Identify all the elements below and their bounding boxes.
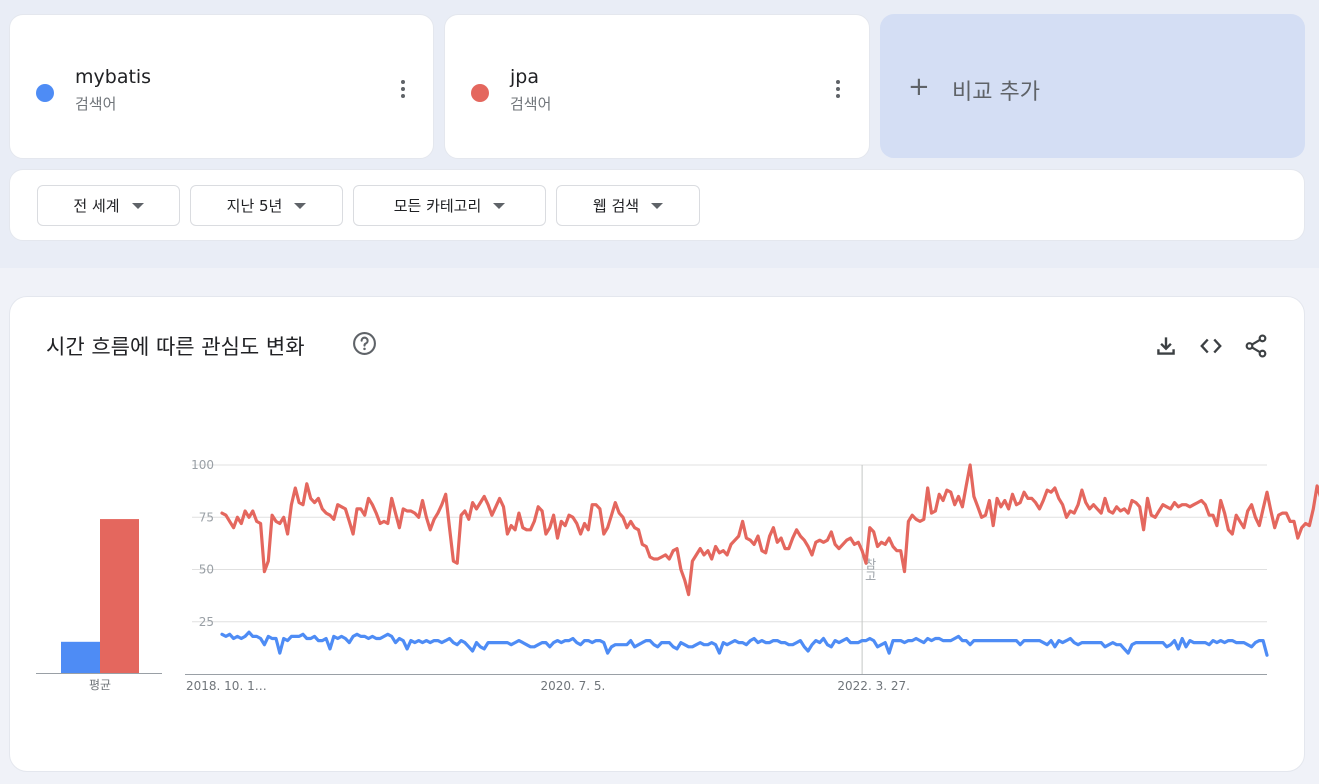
share-icon[interactable] bbox=[1243, 333, 1269, 359]
more-options-icon[interactable] bbox=[391, 77, 415, 101]
y-tick-label: 25 bbox=[199, 615, 214, 629]
y-tick-label: 75 bbox=[199, 510, 214, 524]
help-icon[interactable] bbox=[352, 331, 377, 356]
caret-down-icon bbox=[651, 202, 664, 209]
term-color-dot bbox=[36, 84, 54, 102]
add-comparison-button[interactable]: + 비교 추가 bbox=[880, 14, 1305, 158]
caret-down-icon bbox=[493, 202, 506, 209]
term-name[interactable]: jpa bbox=[510, 66, 539, 88]
download-icon[interactable] bbox=[1153, 333, 1179, 359]
average-bar-jpa bbox=[100, 519, 139, 673]
more-options-icon[interactable] bbox=[826, 77, 850, 101]
chart-title: 시간 흐름에 따른 관심도 변화 bbox=[46, 335, 305, 359]
average-bar-chart: 평균 bbox=[36, 519, 162, 692]
region-filter-dropdown[interactable]: 전 세계 bbox=[37, 185, 180, 226]
embed-code-icon[interactable] bbox=[1198, 333, 1224, 359]
term-name[interactable]: mybatis bbox=[75, 66, 152, 88]
category-filter-label: 모든 카테고리 bbox=[393, 197, 482, 215]
term-color-dot bbox=[471, 84, 489, 102]
y-tick-label: 100 bbox=[191, 458, 214, 472]
time-filter-dropdown[interactable]: 지난 5년 bbox=[190, 185, 343, 226]
search-term-card-jpa[interactable]: jpa 검색어 bbox=[444, 14, 870, 159]
caret-down-icon bbox=[131, 202, 144, 209]
add-comparison-label: 비교 추가 bbox=[952, 80, 1040, 105]
search-type-filter-label: 웹 검색 bbox=[592, 197, 640, 215]
caret-down-icon bbox=[294, 202, 307, 209]
series-line-jpa bbox=[220, 463, 1319, 597]
y-tick-label: 50 bbox=[199, 563, 214, 577]
interest-over-time-card: 시간 흐름에 따른 관심도 변화 bbox=[9, 296, 1305, 772]
x-tick-label: 2020. 7. 5. bbox=[540, 679, 605, 693]
plus-icon: + bbox=[908, 72, 930, 102]
series-line-mybatis bbox=[220, 630, 1269, 657]
region-filter-label: 전 세계 bbox=[73, 197, 120, 215]
average-bar-mybatis bbox=[61, 641, 100, 673]
category-filter-dropdown[interactable]: 모든 카테고리 bbox=[353, 185, 546, 226]
search-term-card-mybatis[interactable]: mybatis 검색어 bbox=[9, 14, 434, 159]
filter-bar: 전 세계 지난 5년 모든 카테고리 웹 검색 bbox=[9, 169, 1305, 241]
term-type-label: 검색어 bbox=[75, 95, 117, 113]
x-tick-label: 2022. 3. 27. bbox=[837, 679, 910, 693]
x-tick-label: 2018. 10. 1… bbox=[186, 679, 267, 693]
term-type-label: 검색어 bbox=[510, 95, 552, 113]
average-category-label: 평균 bbox=[89, 678, 111, 692]
time-filter-label: 지난 5년 bbox=[226, 197, 283, 215]
search-type-filter-dropdown[interactable]: 웹 검색 bbox=[556, 185, 700, 226]
